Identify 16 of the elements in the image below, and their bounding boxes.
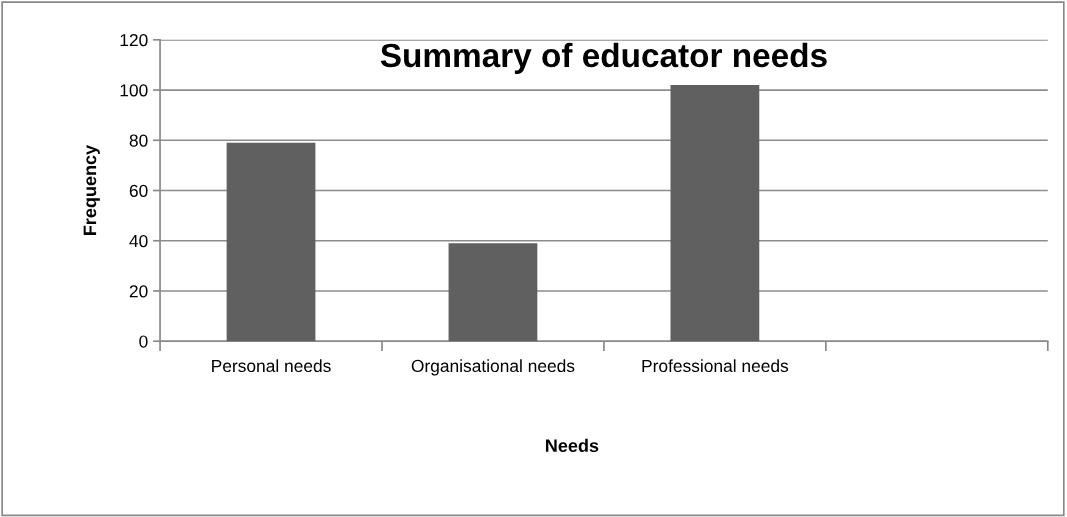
- y-tick-label: 60: [129, 184, 148, 197]
- x-tick-label: Personal needs: [212, 359, 331, 373]
- y-tick-label: 120: [120, 33, 148, 47]
- x-tick-label: Professional needs: [642, 359, 789, 373]
- y-axis-title: Frequency: [83, 144, 100, 235]
- chart-title: Summary of educator needs: [380, 42, 827, 74]
- x-tick-label: Organisational needs: [411, 359, 575, 376]
- y-tick-label: 80: [129, 134, 148, 147]
- bar: [448, 243, 538, 342]
- y-tick-label: 100: [120, 84, 148, 97]
- y-tick-label: 20: [129, 285, 148, 298]
- x-axis-title: Needs: [546, 438, 599, 453]
- bar: [226, 142, 316, 342]
- y-tick-label: 40: [129, 234, 148, 248]
- y-tick-label: 0: [139, 335, 148, 348]
- bar: [670, 85, 760, 342]
